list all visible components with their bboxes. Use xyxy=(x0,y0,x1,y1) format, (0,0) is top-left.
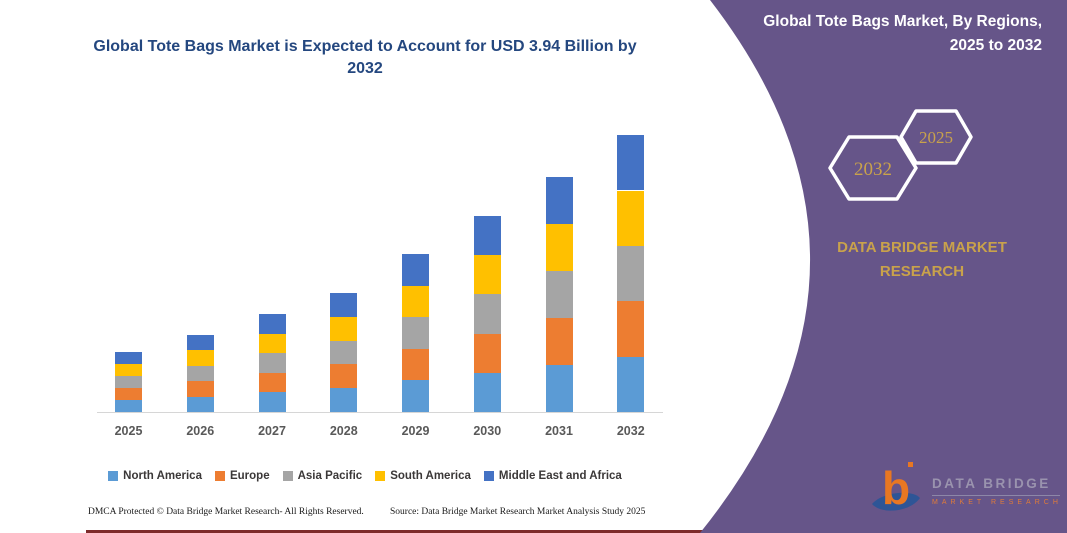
bar-segment-south-america-2031 xyxy=(545,224,573,272)
legend-item-europe: Europe xyxy=(214,470,270,482)
bar-segment-north-america-2028 xyxy=(330,388,358,412)
bar-segment-north-america-2029 xyxy=(402,380,429,412)
bar-segment-asia-pacific-2026 xyxy=(186,365,214,382)
bar-segment-middle-east-and-africa-2027 xyxy=(258,313,286,334)
bar-segment-north-america-2025 xyxy=(115,400,142,412)
bar-segment-europe-2030 xyxy=(473,333,501,373)
bar-segment-north-america-2027 xyxy=(258,392,286,412)
logo-swoosh-shape xyxy=(872,492,920,511)
bar-segment-north-america-2026 xyxy=(186,396,214,412)
legend-swatch-north-america xyxy=(108,471,119,481)
bar-segment-europe-2026 xyxy=(186,381,214,397)
legend-item-asia-pacific: Asia Pacific xyxy=(282,470,363,482)
bar-segment-south-america-2032 xyxy=(617,190,645,246)
legend-item-middle-east-and-africa: Middle East and Africa xyxy=(483,470,622,482)
x-axis-label-2028: 2028 xyxy=(329,424,358,438)
bar-segment-asia-pacific-2030 xyxy=(473,294,501,334)
panel-title: Global Tote Bags Market, By Regions, 202… xyxy=(763,13,1042,55)
bar-segment-middle-east-and-africa-2030 xyxy=(473,215,501,255)
forecast-hexagons: 2032 2025 xyxy=(828,109,973,201)
stacked-bar-chart-plot-area xyxy=(97,118,663,413)
bar-segment-asia-pacific-2027 xyxy=(258,353,286,373)
bar-segment-south-america-2026 xyxy=(186,350,214,366)
bar-segment-north-america-2032 xyxy=(617,356,645,412)
bar-segment-south-america-2027 xyxy=(258,333,286,354)
legend-label-south-america: South America xyxy=(390,470,471,482)
bar-segment-europe-2027 xyxy=(258,372,286,393)
source-text: Source: Data Bridge Market Research Mark… xyxy=(390,507,646,517)
hexagon-2032 xyxy=(828,135,918,201)
bar-segment-middle-east-and-africa-2026 xyxy=(186,334,214,351)
bar-segment-south-america-2030 xyxy=(473,254,501,295)
bar-segment-europe-2031 xyxy=(545,318,573,366)
legend-label-asia-pacific: Asia Pacific xyxy=(297,470,363,482)
legend-label-middle-east-and-africa: Middle East and Africa xyxy=(498,470,622,482)
bar-segment-europe-2032 xyxy=(617,301,645,357)
chart-title: Global Tote Bags Market is Expected to A… xyxy=(93,38,637,78)
legend-swatch-asia-pacific xyxy=(282,471,293,481)
bar-segment-europe-2025 xyxy=(115,388,142,401)
bar-segment-asia-pacific-2028 xyxy=(330,340,358,365)
bar-segment-south-america-2029 xyxy=(402,285,429,318)
legend-swatch-europe xyxy=(214,471,225,481)
bar-segment-asia-pacific-2032 xyxy=(617,245,645,302)
bar-segment-asia-pacific-2031 xyxy=(545,271,573,319)
logo-tagline: MARKET RESEARCH xyxy=(932,495,1060,506)
legend-swatch-middle-east-and-africa xyxy=(483,471,494,481)
x-axis-label-2031: 2031 xyxy=(545,424,573,438)
legend-label-north-america: North America xyxy=(123,470,202,482)
x-axis-label-2030: 2030 xyxy=(473,424,502,438)
x-axis-label-2025: 2025 xyxy=(114,424,143,438)
logo-words: DATA BRIDGE MARKET RESEARCH xyxy=(932,476,1060,506)
x-axis-label-2029: 2029 xyxy=(401,424,430,438)
bar-segment-middle-east-and-africa-2029 xyxy=(402,254,429,286)
bar-segment-europe-2029 xyxy=(402,348,429,381)
copyright-text: DMCA Protected © Data Bridge Market Rese… xyxy=(88,507,364,517)
hexagon-2025 xyxy=(899,109,973,165)
logo-letter-b: b xyxy=(882,462,910,514)
logo-wordmark: DATA BRIDGE xyxy=(932,476,1051,491)
footer: DMCA Protected © Data Bridge Market Rese… xyxy=(0,507,700,523)
bar-segment-north-america-2031 xyxy=(545,365,573,412)
bar-segment-middle-east-and-africa-2031 xyxy=(545,177,573,225)
chart-legend: North America Europe Asia Pacific South Ame… xyxy=(20,470,710,482)
bar-segment-europe-2028 xyxy=(330,364,358,389)
bar-segment-south-america-2028 xyxy=(330,316,358,341)
bar-segment-middle-east-and-africa-2032 xyxy=(617,135,645,191)
bar-segment-asia-pacific-2025 xyxy=(115,376,142,389)
brand-name-text: DATA BRIDGE MARKET RESEARCH xyxy=(837,239,1007,280)
hexagon-2025-label: 2025 xyxy=(919,128,953,147)
logo-dot xyxy=(908,462,913,467)
purple-panel-shape xyxy=(700,0,1067,533)
legend-swatch-south-america xyxy=(375,471,386,481)
x-axis-labels: 2025 2026 2027 2028 2029 2030 2031 2032 xyxy=(97,424,663,444)
bar-segment-middle-east-and-africa-2028 xyxy=(330,292,358,317)
legend-item-south-america: South America xyxy=(375,470,471,482)
bar-segment-south-america-2025 xyxy=(115,364,142,377)
bar-segment-middle-east-and-africa-2025 xyxy=(115,352,142,365)
footer-divider-line xyxy=(86,530,1067,533)
legend-item-north-america: North America xyxy=(108,470,202,482)
bar-segment-north-america-2030 xyxy=(473,372,501,412)
legend-label-europe: Europe xyxy=(229,470,270,482)
x-axis-label-2027: 2027 xyxy=(258,424,286,438)
x-axis-label-2026: 2026 xyxy=(186,424,215,438)
hexagon-2032-label: 2032 xyxy=(854,159,892,180)
logo-mark-icon: b xyxy=(872,462,920,514)
data-bridge-logo: b DATA BRIDGE MARKET RESEARCH xyxy=(868,458,1060,524)
x-axis-label-2032: 2032 xyxy=(616,424,645,438)
bar-segment-asia-pacific-2029 xyxy=(402,317,429,349)
